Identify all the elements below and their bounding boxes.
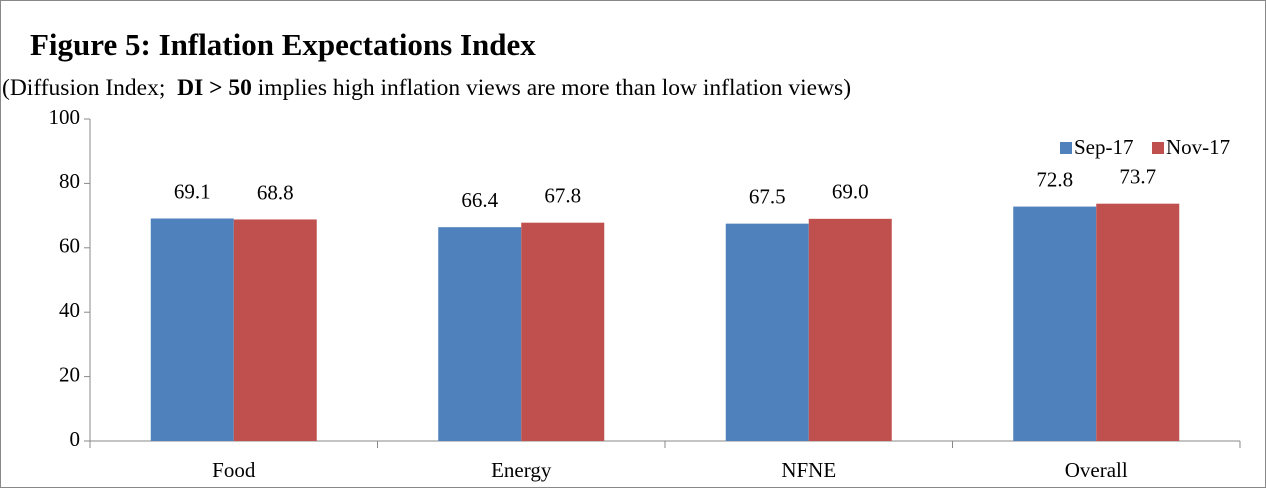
legend-label: Sep-17 — [1074, 135, 1134, 159]
bar — [1013, 206, 1097, 441]
value-label: 67.8 — [544, 183, 581, 207]
x-tick-label: Energy — [491, 458, 552, 482]
bar — [725, 223, 809, 441]
y-tick-label: 20 — [59, 362, 80, 386]
x-tick-label: Overall — [1065, 458, 1128, 482]
bar — [150, 218, 234, 441]
legend-label: Nov-17 — [1166, 135, 1230, 159]
y-tick-label: 100 — [49, 105, 81, 129]
value-label: 68.8 — [257, 180, 294, 204]
bar — [438, 227, 522, 441]
value-label: 73.7 — [1119, 164, 1156, 188]
chart-subtitle: (Diffusion Index; DI > 50 implies high i… — [2, 75, 851, 101]
value-label: 67.5 — [749, 184, 786, 208]
value-label: 69.1 — [174, 179, 211, 203]
bar — [233, 219, 317, 441]
subtitle-part: DI > 50 — [177, 75, 252, 101]
x-tick-label: NFNE — [781, 458, 836, 482]
legend-swatch — [1152, 142, 1164, 154]
bar — [808, 218, 892, 441]
legend-swatch — [1060, 142, 1072, 154]
chart-title: Figure 5: Inflation Expectations Index — [30, 27, 536, 62]
subtitle-part: (Diffusion Index; — [2, 75, 177, 101]
x-tick-label: Food — [212, 458, 256, 482]
bar — [1096, 203, 1180, 441]
y-tick-label: 40 — [59, 298, 80, 322]
value-label: 66.4 — [461, 188, 498, 212]
value-label: 72.8 — [1036, 167, 1073, 191]
y-tick-label: 0 — [70, 427, 81, 451]
y-tick-label: 60 — [59, 234, 80, 258]
value-label: 69.0 — [832, 180, 869, 204]
subtitle-part: implies high inflation views are more th… — [252, 75, 851, 101]
y-tick-label: 80 — [59, 169, 80, 193]
bar — [521, 222, 605, 441]
